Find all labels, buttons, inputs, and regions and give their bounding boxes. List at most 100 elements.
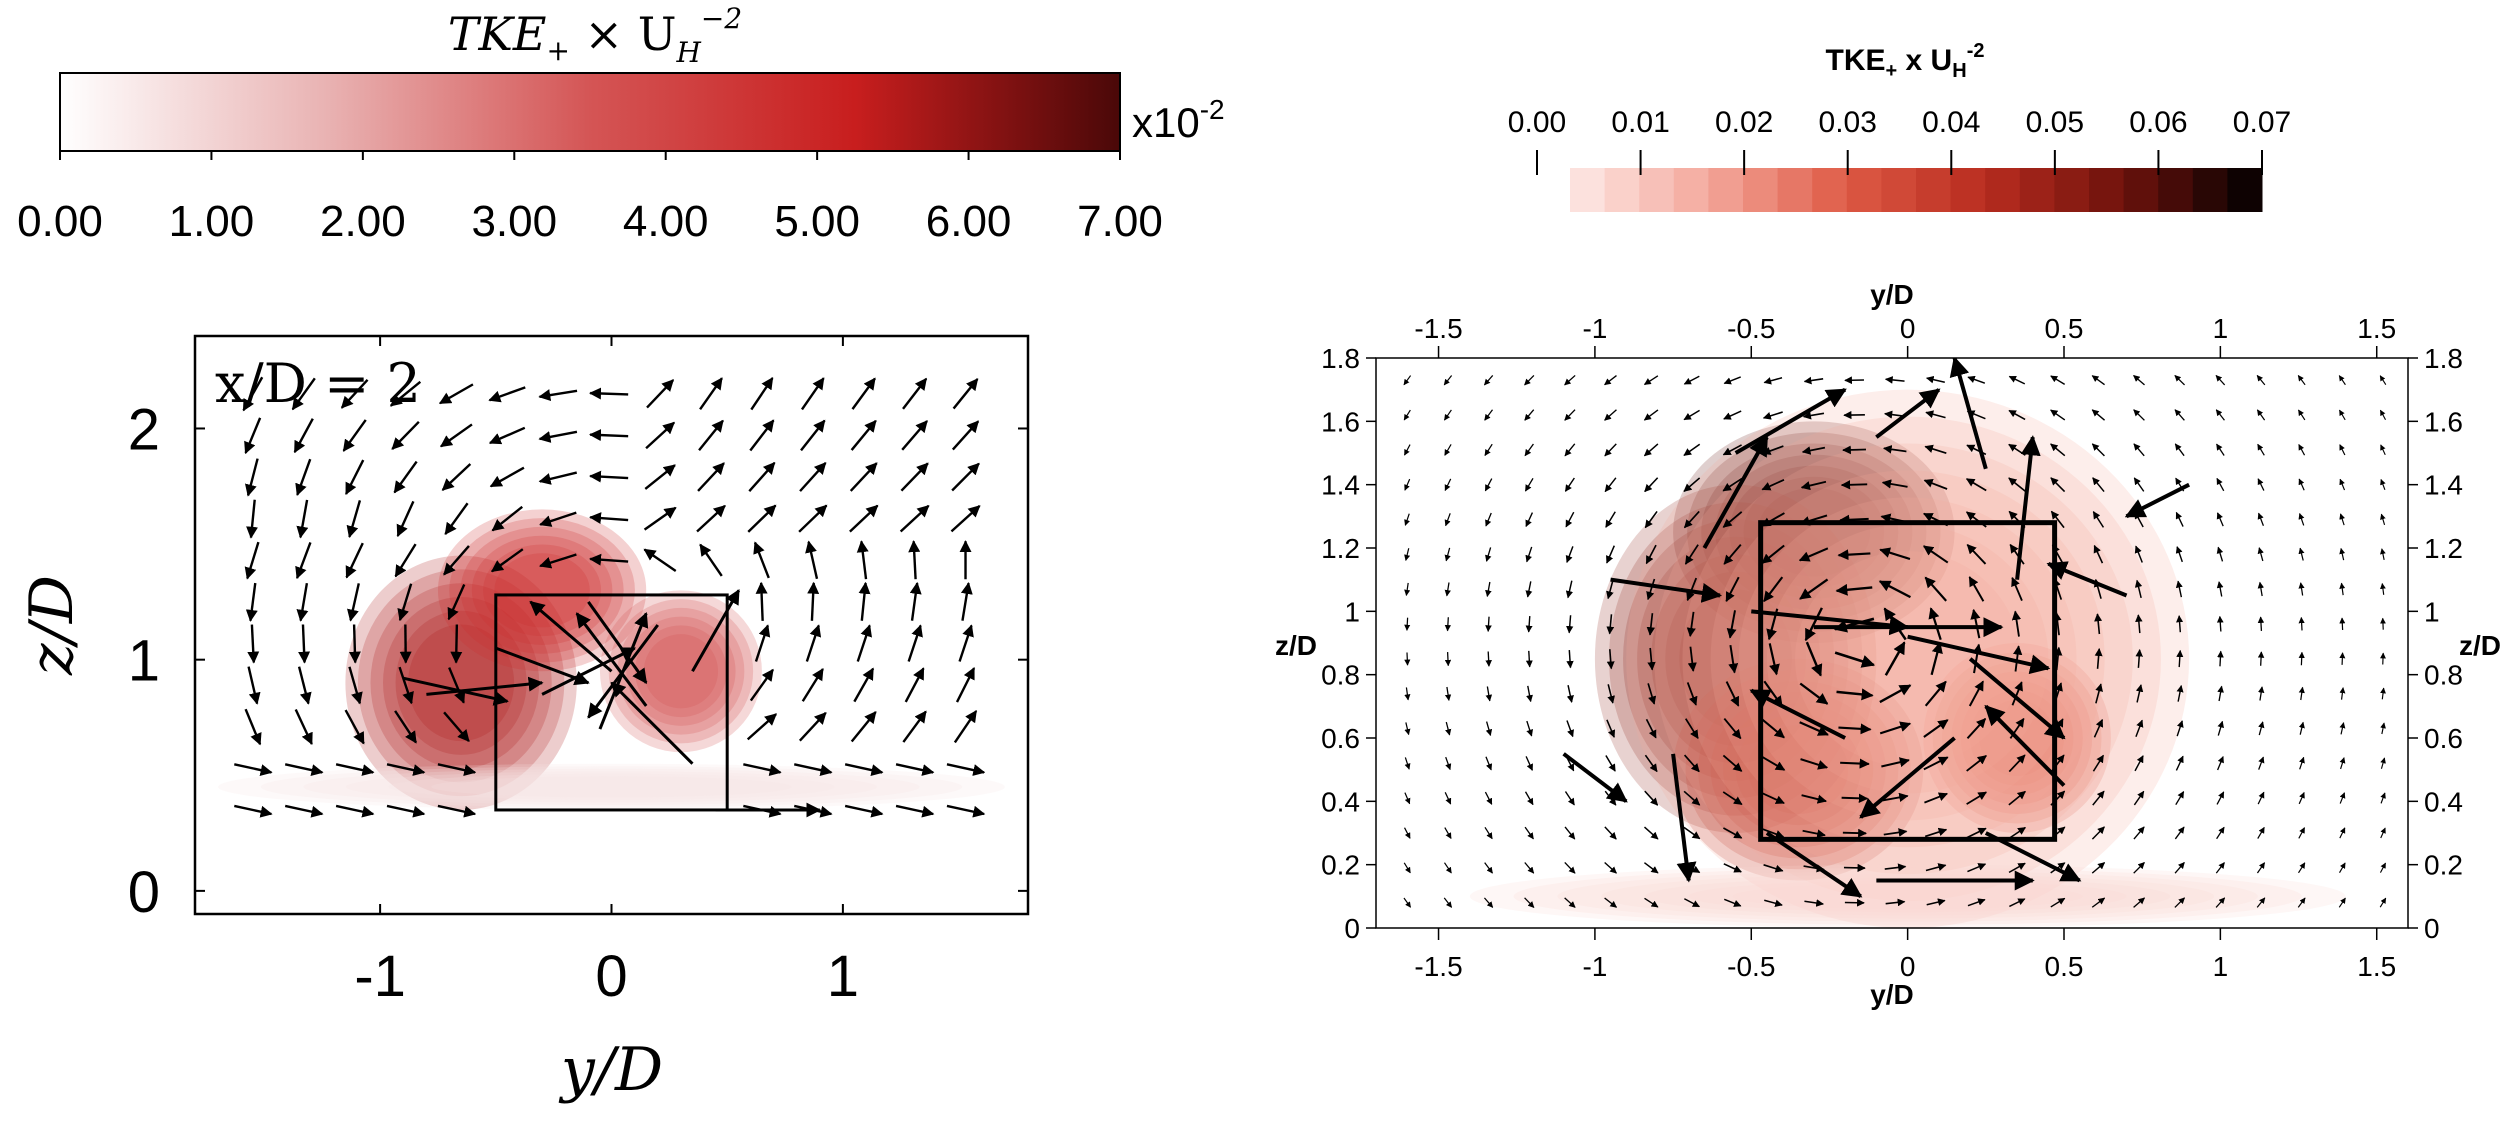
right-vector (2127, 485, 2190, 517)
right-field-arrow (2092, 444, 2104, 456)
left-field-arrow (590, 435, 628, 437)
right-field-arrow (1565, 410, 1575, 421)
left-colorbar-bar (60, 73, 1120, 151)
right-field-arrow (1842, 798, 1868, 799)
right-field-arrow (2380, 898, 2386, 907)
left-field-arrow (303, 625, 305, 663)
right-colorbar-step (2089, 168, 2124, 212)
left-field-arrow (748, 505, 775, 531)
right-field-arrow (2383, 618, 2384, 629)
left-field-arrow (456, 624, 457, 662)
right-colorbar-tick-label: 0.06 (2129, 106, 2187, 139)
left-field-arrow (953, 421, 978, 449)
right-field-arrow (1968, 377, 1985, 383)
left-field-arrow (812, 583, 814, 621)
left-field-arrow (947, 764, 984, 772)
right-field-arrow (2177, 547, 2182, 562)
right-field-arrow (2216, 863, 2224, 874)
right-field-arrow (2260, 687, 2262, 701)
right-field-arrow (1684, 410, 1699, 419)
right-y-tick-label-right: 0.2 (2424, 850, 2463, 881)
right-colorbar-step (1916, 168, 1951, 212)
right-field-arrow (1484, 375, 1492, 385)
left-field-arrow (801, 421, 825, 451)
left-y-tick-label: 0 (128, 860, 160, 925)
right-field-arrow (1405, 757, 1409, 769)
left-field-arrow (912, 583, 917, 621)
left-field-arrow (299, 667, 308, 704)
left-field-arrow (540, 432, 577, 439)
right-field-arrow (2092, 376, 2104, 385)
right-field-arrow (1607, 546, 1615, 563)
right-field-arrow (1842, 484, 1867, 485)
right-field-arrow (1527, 547, 1532, 562)
left-field-arrow (443, 464, 471, 490)
right-field-arrow (2217, 827, 2225, 839)
right-field-arrow (2380, 376, 2386, 385)
left-field-arrow (800, 463, 825, 491)
left-field-arrow (749, 463, 774, 491)
right-colorbar-step (1570, 168, 1605, 212)
right-field-arrow (1684, 444, 1700, 455)
right-field-arrow (2051, 376, 2065, 384)
right-field-arrow (1565, 791, 1574, 804)
right-field-arrow (2298, 376, 2305, 385)
right-colorbar-tick-label: 0.05 (2026, 106, 2084, 139)
right-colorbar-tick-label: 0.02 (1715, 106, 1773, 139)
right-field-arrow (1487, 547, 1491, 561)
left-field-arrow (645, 508, 676, 530)
right-field-arrow (1448, 652, 1449, 666)
right-field-arrow (2220, 617, 2221, 632)
right-field-arrow (2259, 548, 2263, 561)
right-field-arrow (2216, 375, 2225, 385)
left-field-arrow (590, 393, 628, 394)
right-y-tick-label-left: 0.2 (1321, 850, 1360, 881)
left-field-arrow (251, 500, 255, 538)
right-field-arrow (1404, 863, 1410, 873)
right-field-arrow (1606, 756, 1615, 772)
left-colorbar-tick-label: 4.00 (623, 197, 709, 246)
right-x-axis-label-top: y/D (1870, 279, 1914, 310)
left-y-axis-label: z/D (17, 575, 87, 676)
right-field-arrow (2175, 827, 2184, 839)
right-field-arrow (1485, 444, 1492, 455)
left-colorbar-tick-label: 1.00 (169, 197, 255, 246)
left-field-arrow (247, 542, 258, 578)
left-field-arrow (590, 476, 628, 478)
left-field-arrow (300, 500, 307, 537)
right-field-arrow (2340, 863, 2346, 873)
right-field-arrow (1644, 410, 1658, 420)
right-field-arrow (1446, 513, 1451, 525)
right-field-arrow (1444, 410, 1451, 420)
right-field-arrow (2298, 410, 2304, 420)
left-field-arrow (960, 625, 972, 661)
right-field-arrow (2218, 547, 2222, 561)
right-field-arrow (1565, 862, 1575, 873)
right-field-arrow (1724, 411, 1741, 419)
right-field-arrow (1605, 478, 1616, 492)
right-field-arrow (1485, 792, 1491, 804)
right-y-axis-label-left: z/D (1275, 630, 1317, 661)
left-y-tick-label: 1 (128, 629, 160, 694)
right-field-arrow (2260, 582, 2262, 596)
right-field-arrow (1446, 757, 1450, 769)
left-field-arrow (285, 806, 322, 814)
right-field-arrow (1407, 618, 1408, 631)
right-tke-field (1470, 390, 2346, 928)
left-field-arrow (845, 806, 882, 814)
right-colorbar-step (1812, 168, 1847, 212)
right-field-arrow (2175, 375, 2185, 385)
right-field-arrow (1886, 379, 1905, 381)
right-field-arrow (1567, 546, 1573, 562)
right-x-tick-label-top: -1 (1582, 313, 1607, 344)
right-field-arrow (1525, 444, 1533, 456)
right-field-arrow (1487, 722, 1491, 736)
right-field-arrow (2381, 479, 2385, 489)
left-field-arrow (700, 378, 722, 409)
left-field-arrow (445, 503, 467, 534)
right-field-arrow (1525, 410, 1534, 421)
